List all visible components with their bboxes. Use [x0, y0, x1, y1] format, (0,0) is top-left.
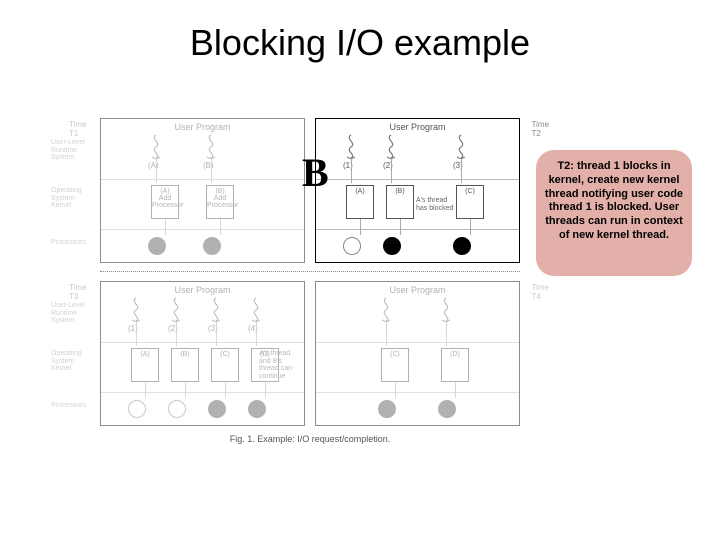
- row-label: Processors: [51, 402, 97, 410]
- row-label: Processors: [51, 239, 97, 247]
- processor-circle: [383, 237, 401, 255]
- kernel-thread-box: (C): [456, 185, 484, 219]
- kernel-thread-box: (B): [386, 185, 414, 219]
- callout-text: T2: thread 1 blocks in kernel, create ne…: [545, 160, 683, 241]
- big-letter-overlay: B: [302, 149, 329, 196]
- panel-header: User Program: [101, 122, 304, 132]
- panel-header: User Program: [316, 122, 519, 132]
- row-label: OperatingSystemKernel: [51, 187, 97, 210]
- kernel-thread-box: (A)AddProcessor: [151, 185, 179, 219]
- processor-circle: [203, 237, 221, 255]
- row-label: User-LevelRuntimeSystem: [51, 139, 97, 162]
- time-label: TimeT2: [532, 121, 549, 139]
- processor-circle: [128, 400, 146, 418]
- figure-caption: Fig. 1. Example: I/O request/completion.: [100, 434, 520, 444]
- processor-circle: [438, 400, 456, 418]
- processor-circle: [343, 237, 361, 255]
- processor-circle: [148, 237, 166, 255]
- time-label: TimeT3: [69, 284, 86, 302]
- kernel-thread-box: (C): [211, 348, 239, 382]
- callout-bubble: T2: thread 1 blocks in kernel, create ne…: [536, 150, 692, 276]
- dotted-divider: [100, 271, 520, 272]
- processor-circle: [248, 400, 266, 418]
- diagram-area: User ProgramTimeT1User-LevelRuntimeSyste…: [100, 118, 530, 448]
- thread-label: (A): [148, 161, 159, 170]
- processor-circle: [208, 400, 226, 418]
- time-label: TimeT1: [69, 121, 86, 139]
- panel-header: User Program: [316, 285, 519, 295]
- kernel-thread-box: (A): [346, 185, 374, 219]
- row-label: OperatingSystemKernel: [51, 350, 97, 373]
- kernel-thread-box: (A): [131, 348, 159, 382]
- diagram-panel: User ProgramTimeT4(C)(D): [315, 281, 520, 426]
- slide-title: Blocking I/O example: [0, 22, 720, 64]
- diagram-panel: User ProgramTimeT1User-LevelRuntimeSyste…: [100, 118, 305, 263]
- diagram-panel: User ProgramTimeT3User-LevelRuntimeSyste…: [100, 281, 305, 426]
- kernel-thread-box: (B): [171, 348, 199, 382]
- kernel-thread-box: (B)AddProcessor: [206, 185, 234, 219]
- row-label: User-LevelRuntimeSystem: [51, 302, 97, 325]
- processor-circle: [453, 237, 471, 255]
- processor-circle: [378, 400, 396, 418]
- panel-note: A's threadhas blocked: [416, 197, 453, 212]
- time-label: TimeT4: [532, 284, 549, 302]
- kernel-thread-box: (D): [441, 348, 469, 382]
- kernel-thread-box: (C): [381, 348, 409, 382]
- panel-note: A's threadand B'sthread cancontinue: [259, 350, 292, 381]
- thread-label: (B): [203, 161, 214, 170]
- diagram-panel: User ProgramTimeT2(1)(2)(3)(A)(B)(C)A's …: [315, 118, 520, 263]
- processor-circle: [168, 400, 186, 418]
- panel-header: User Program: [101, 285, 304, 295]
